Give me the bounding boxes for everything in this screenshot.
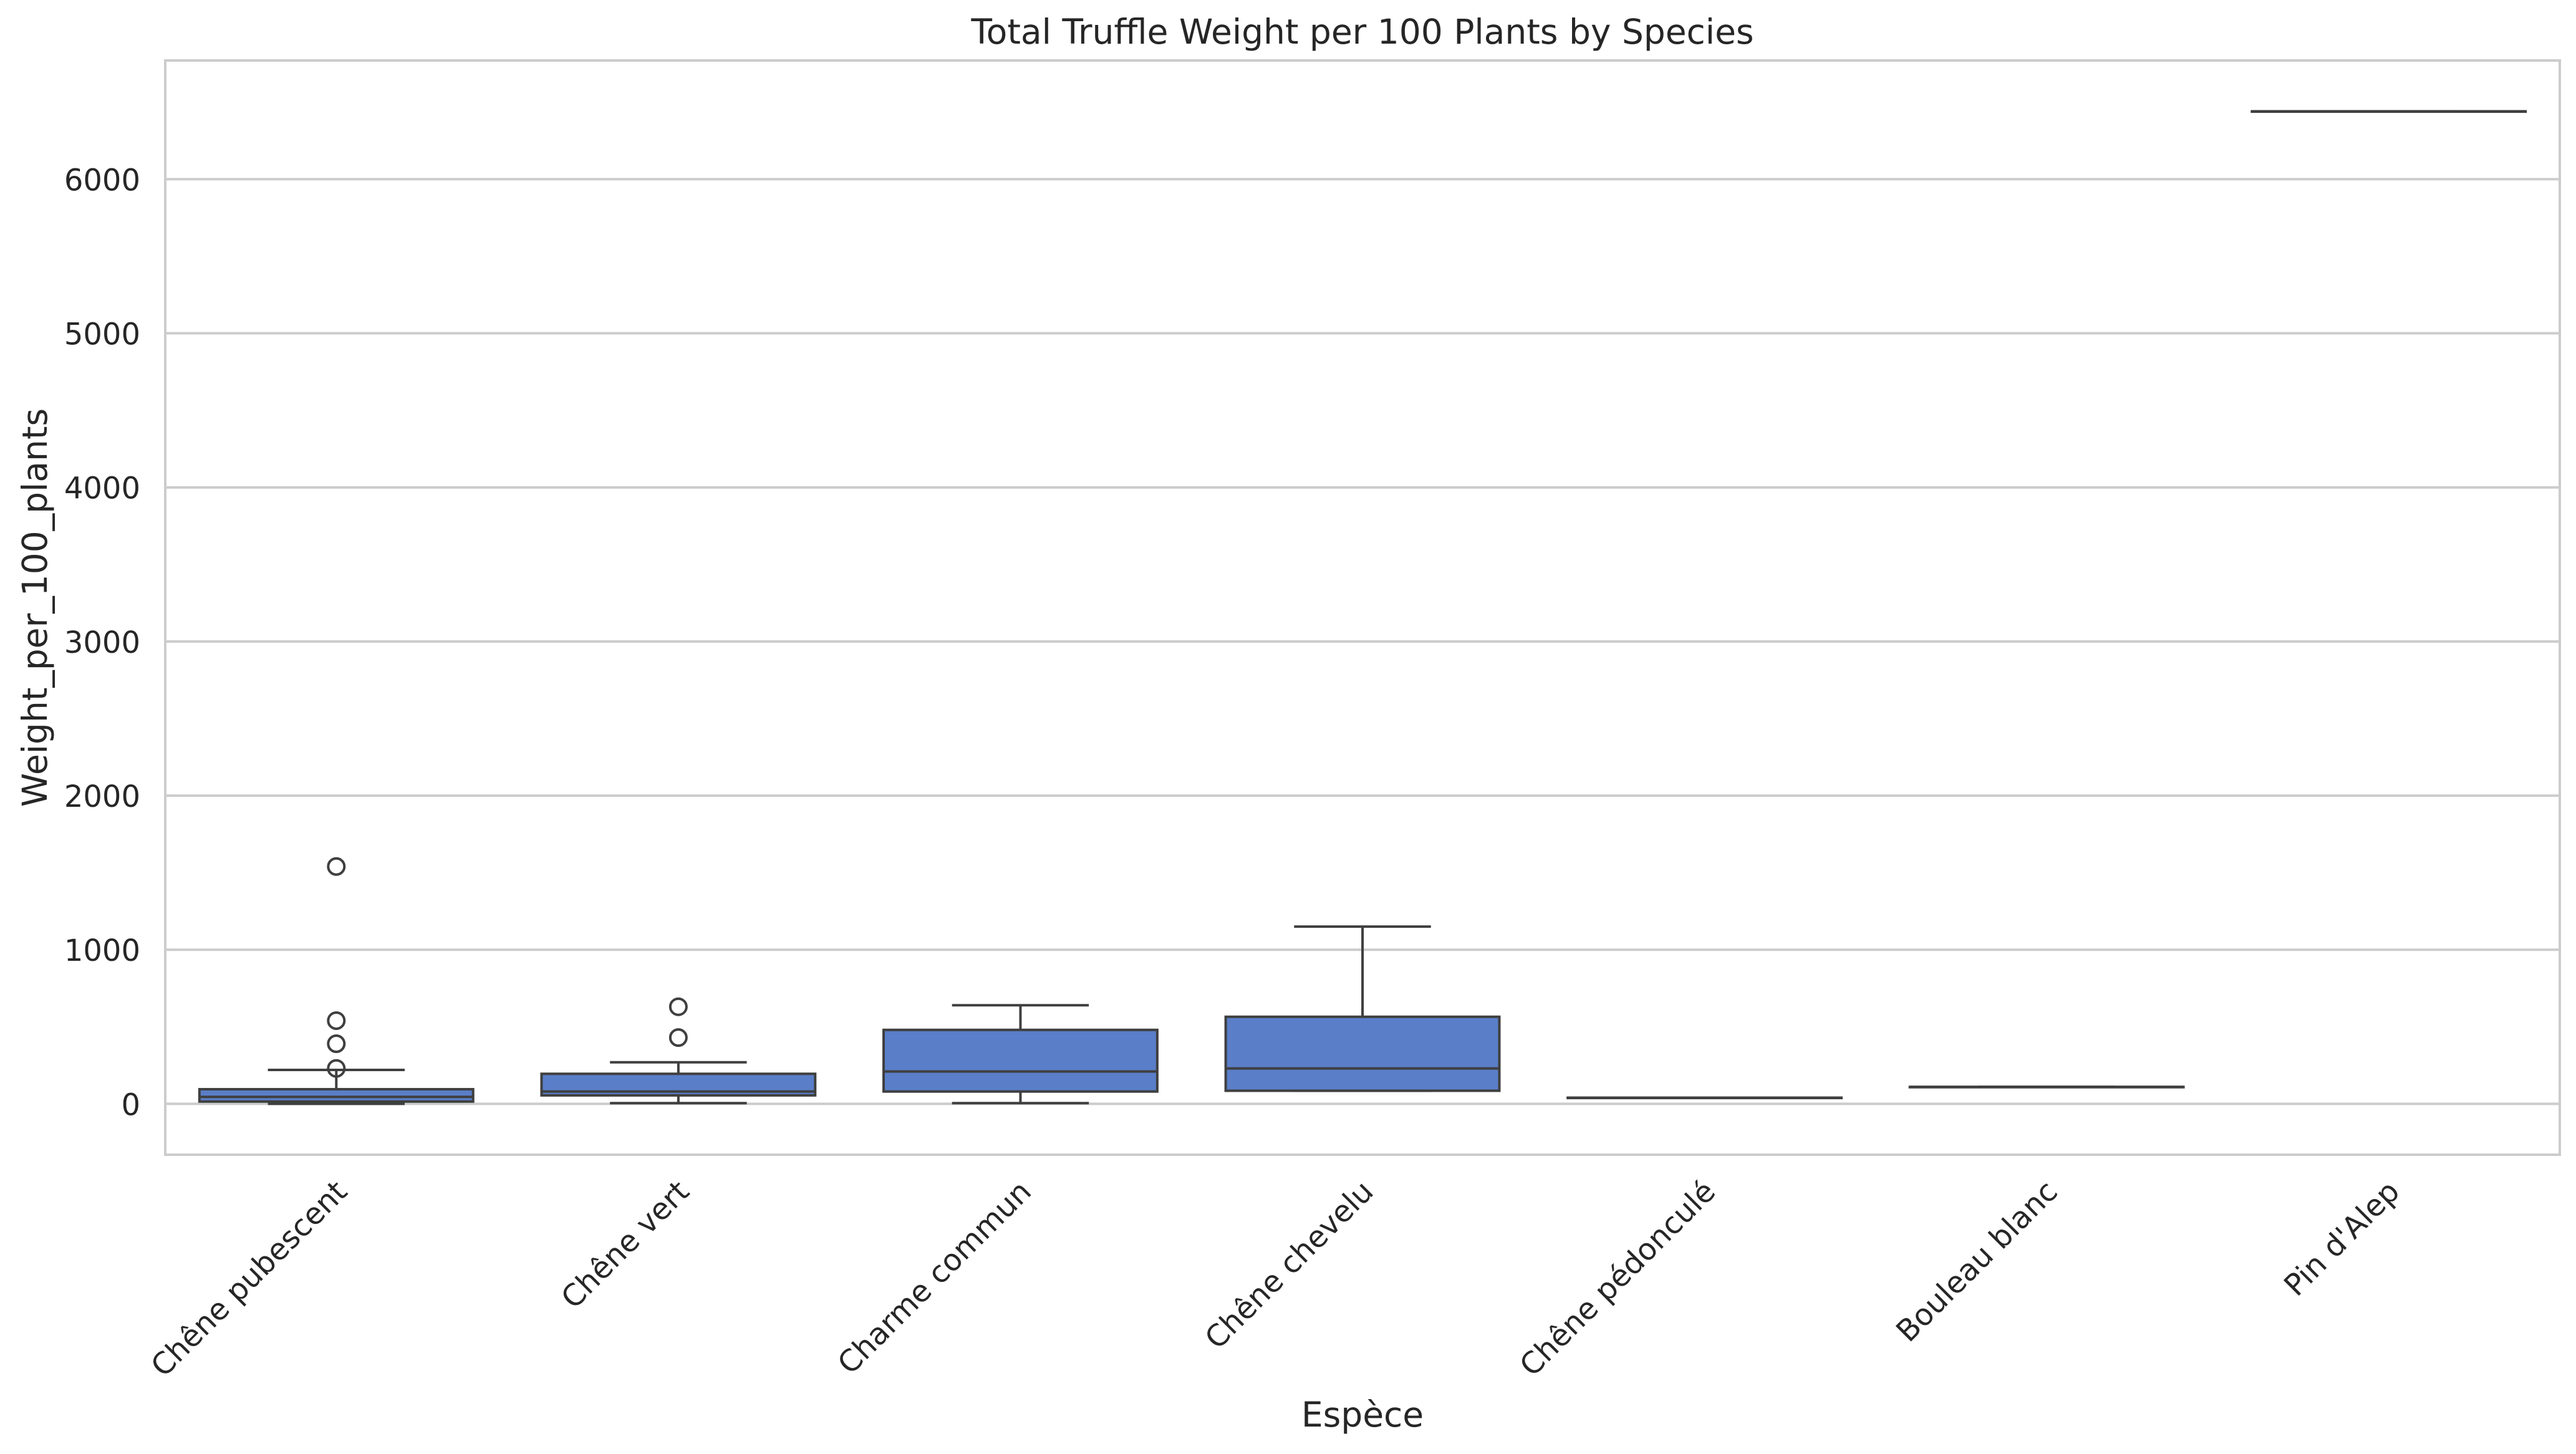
- y-tick-labels: 0 1000 2000 3000 4000 5000 6000: [64, 163, 140, 1122]
- box-5: [1566, 1096, 1843, 1100]
- box-3: [882, 1004, 1159, 1105]
- y-tick-label: 0: [121, 1087, 140, 1122]
- chart-title: Total Truffle Weight per 100 Plants by S…: [970, 12, 1754, 52]
- outlier-point: [327, 1059, 346, 1078]
- y-tick-label: 6000: [64, 163, 140, 198]
- box-body: [882, 1028, 1159, 1093]
- y-axis-label: Weight_per_100_plants: [15, 408, 55, 807]
- box-body: [198, 1087, 475, 1103]
- outlier-point: [327, 1011, 346, 1030]
- box-group: [198, 110, 2527, 1105]
- box-2: [540, 997, 817, 1105]
- box-body: [1224, 1015, 1501, 1092]
- y-tick-label: 3000: [64, 625, 140, 660]
- x-axis-label: Espèce: [1301, 1395, 1424, 1435]
- y-tick-label: 2000: [64, 779, 140, 814]
- y-tick-label: 1000: [64, 933, 140, 968]
- box-1: [198, 857, 475, 1105]
- y-tick-label: 5000: [64, 317, 140, 352]
- box-4: [1224, 925, 1501, 1092]
- outlier-point: [327, 857, 346, 876]
- plot-frame: [164, 59, 2561, 1156]
- outlier-point: [327, 1034, 346, 1054]
- outlier-point: [668, 997, 688, 1016]
- outlier-point: [668, 1028, 688, 1047]
- gridlines: [165, 178, 2560, 1105]
- y-tick-label: 4000: [64, 471, 140, 506]
